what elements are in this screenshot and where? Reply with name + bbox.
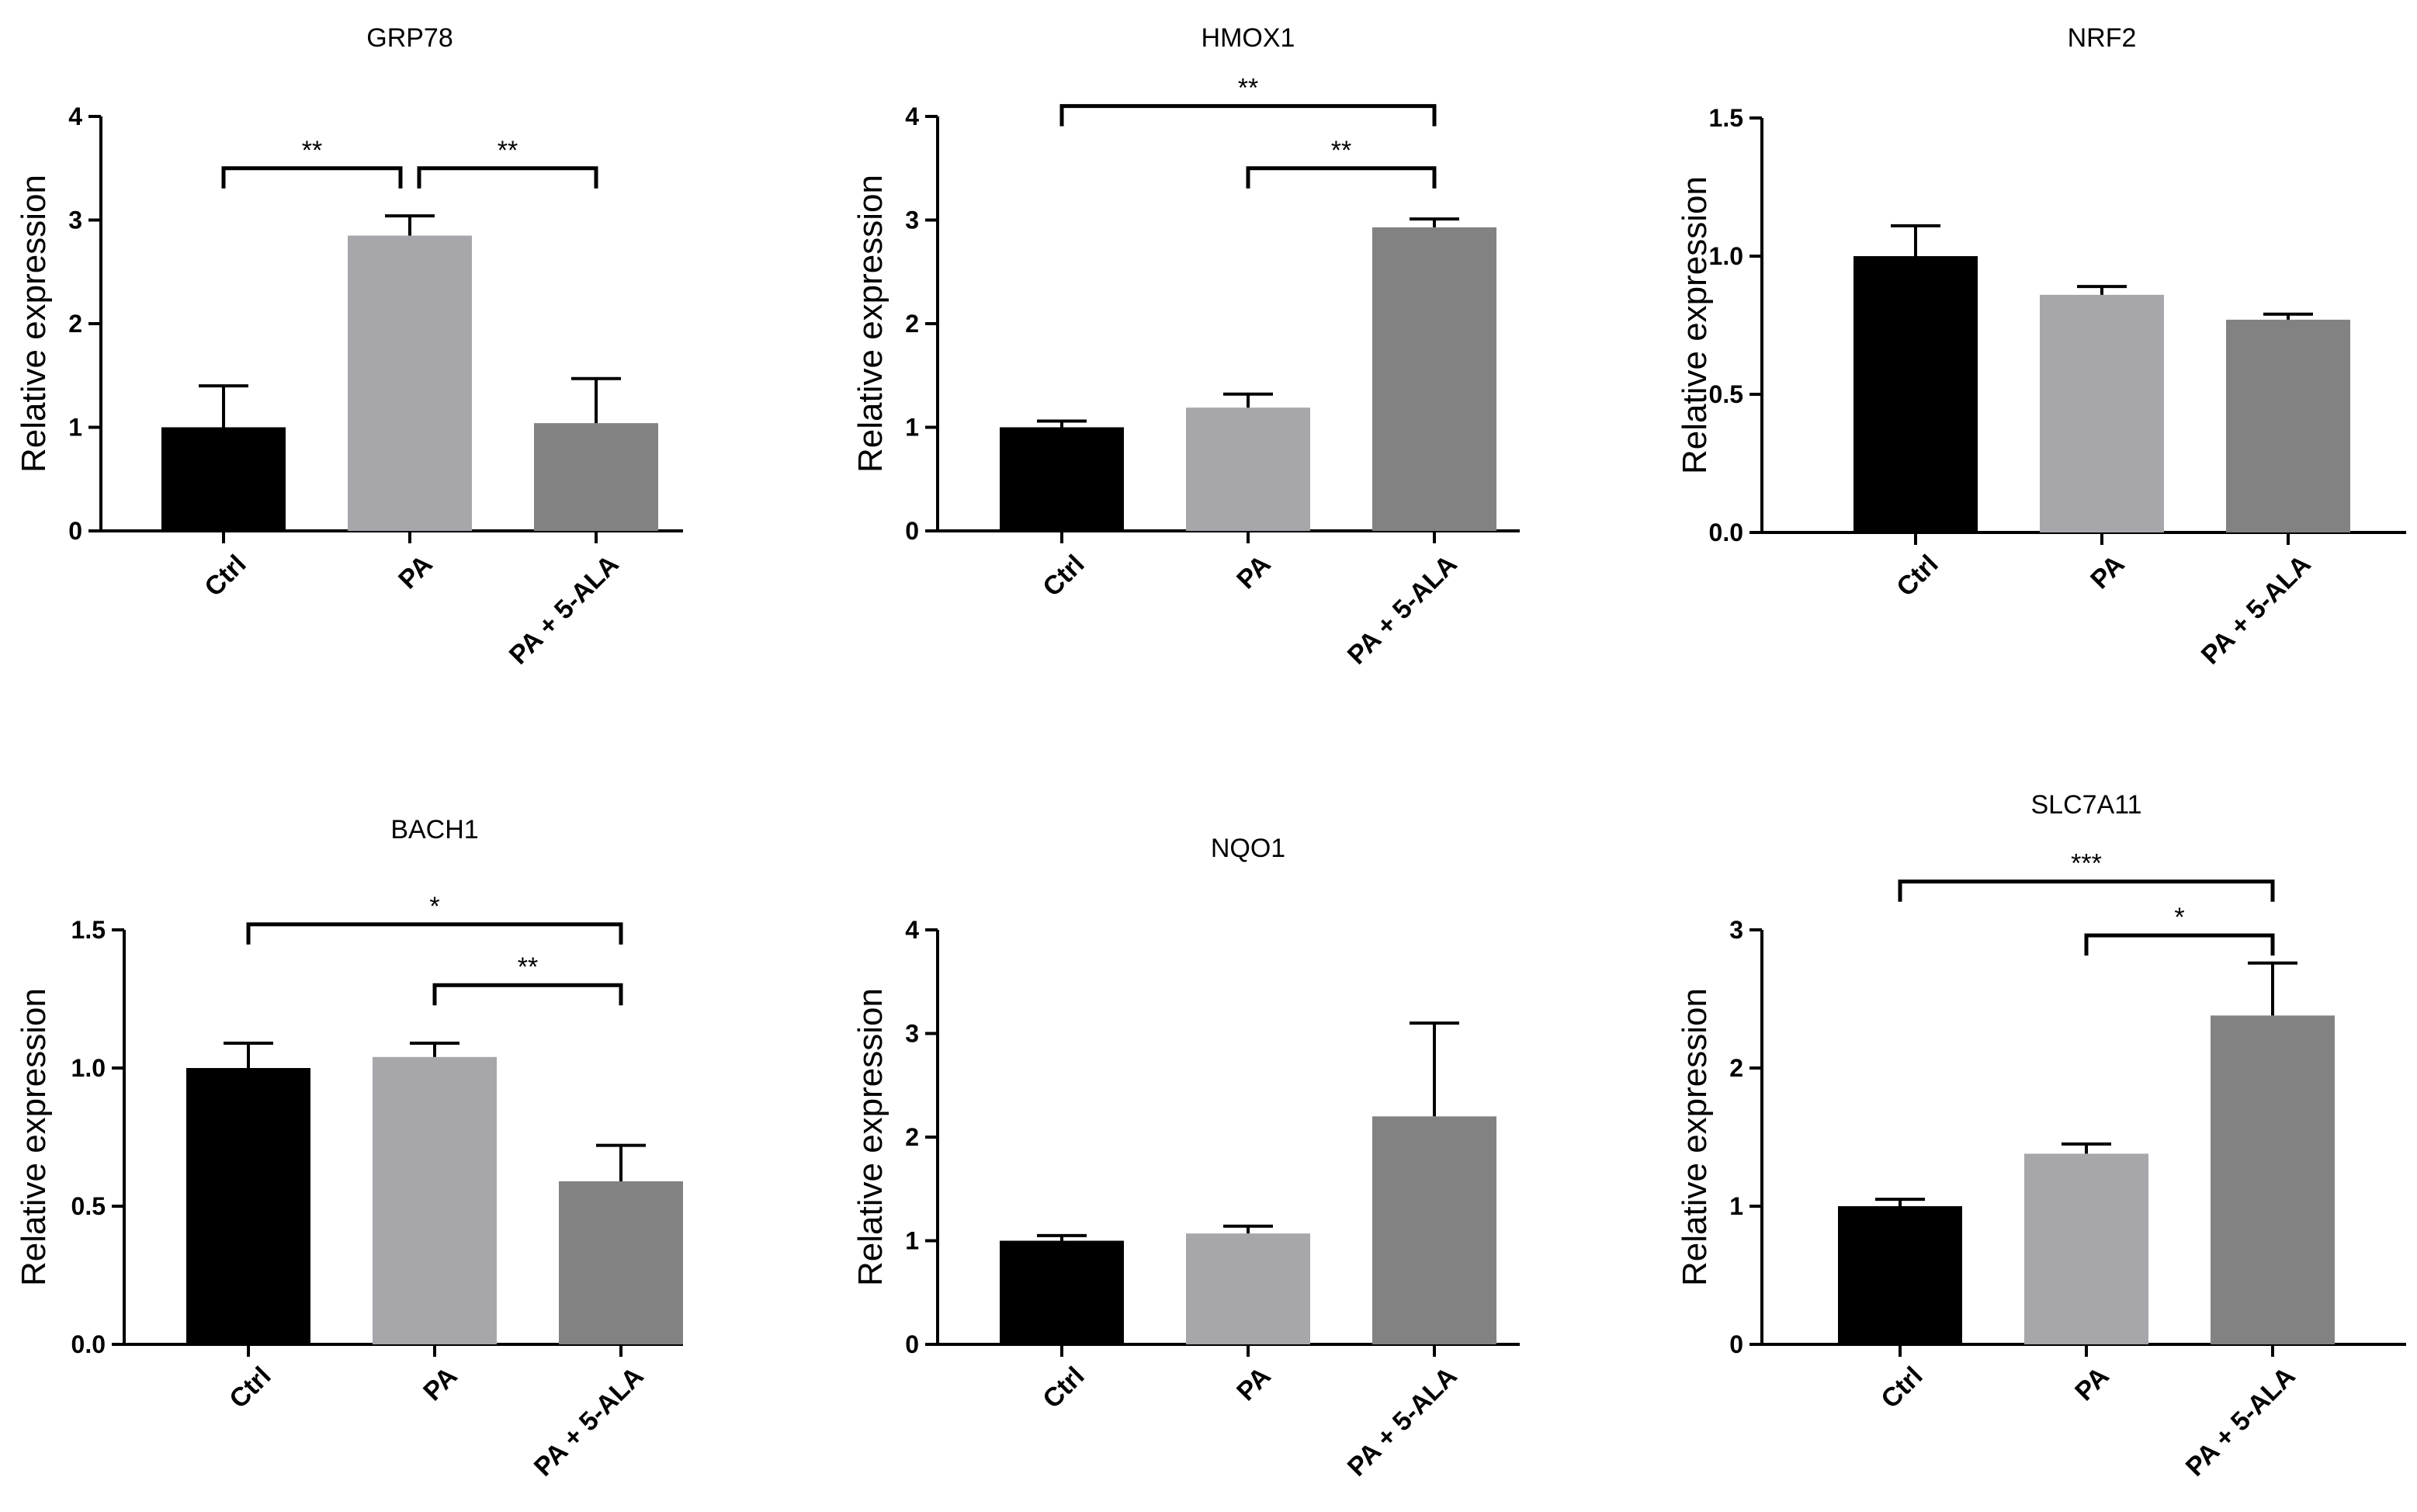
x-tick-label: PA xyxy=(418,1361,463,1406)
bar-ctrl xyxy=(186,1068,310,1344)
y-tick-label: 0 xyxy=(905,1330,919,1358)
y-tick-label: 0 xyxy=(68,517,82,545)
x-tick-label: PA xyxy=(2069,1361,2114,1406)
bar-pa xyxy=(373,1056,497,1344)
y-tick-label: 1 xyxy=(1729,1192,1743,1220)
y-tick-label: 1 xyxy=(905,1227,919,1255)
x-tick-label: PA xyxy=(2085,550,2130,595)
bar-pa xyxy=(1186,407,1310,531)
bar-pa-5-ala xyxy=(534,423,658,531)
significance-bracket xyxy=(417,166,598,189)
y-axis-label: Relative expression xyxy=(1676,176,1714,474)
bar-ctrl xyxy=(161,427,286,531)
y-tick-label: 1 xyxy=(905,414,919,442)
significance-label: * xyxy=(429,892,439,921)
chart-title: NRF2 xyxy=(2068,23,2137,53)
bar-pa xyxy=(348,235,472,531)
bar-pa-5-ala xyxy=(559,1181,683,1344)
y-tick-label: 0.0 xyxy=(1709,518,1743,546)
x-tick-label: PA xyxy=(393,550,438,595)
significance-label: ** xyxy=(1331,136,1351,165)
y-axis-label: Relative expression xyxy=(851,175,889,473)
significance-bracket xyxy=(2084,933,2275,956)
y-axis-label: Relative expression xyxy=(1676,988,1714,1286)
bar-pa-5-ala xyxy=(2226,319,2350,532)
bar-ctrl xyxy=(1853,256,1978,532)
y-axis-label: Relative expression xyxy=(851,988,889,1286)
significance-label: *** xyxy=(2071,849,2102,879)
y-tick-label: 2 xyxy=(905,1123,919,1151)
significance-label: ** xyxy=(498,136,518,165)
y-tick-label: 1.0 xyxy=(71,1054,106,1082)
y-tick-label: 1.5 xyxy=(71,916,106,944)
chart-title: NQO1 xyxy=(1211,834,1285,863)
x-tick-label: PA + 5-ALA xyxy=(1342,550,1463,671)
y-tick-label: 3 xyxy=(1729,916,1743,944)
chart-title: HMOX1 xyxy=(1202,23,1295,53)
y-tick-label: 0.0 xyxy=(71,1330,106,1358)
y-tick-label: 0 xyxy=(1729,1330,1743,1358)
x-tick-label: PA + 5-ALA xyxy=(2180,1361,2301,1483)
x-tick-label: Ctrl xyxy=(199,550,251,602)
x-tick-label: PA + 5-ALA xyxy=(1342,1361,1463,1483)
y-tick-label: 0 xyxy=(905,517,919,545)
significance-bracket xyxy=(221,166,403,189)
significance-label: ** xyxy=(518,952,538,982)
y-tick-label: 2 xyxy=(1729,1054,1743,1082)
bar-ctrl xyxy=(1838,1206,1962,1344)
y-tick-label: 4 xyxy=(905,916,919,944)
y-tick-label: 1.0 xyxy=(1709,242,1743,270)
x-tick-label: PA + 5-ALA xyxy=(529,1361,650,1483)
significance-label: ** xyxy=(302,136,322,165)
x-tick-label: PA + 5-ALA xyxy=(504,550,625,671)
x-tick-label: PA + 5-ALA xyxy=(2196,550,2317,671)
bar-pa-5-ala xyxy=(1372,1116,1496,1344)
x-tick-label: Ctrl xyxy=(1037,1361,1090,1414)
significance-label: * xyxy=(2174,903,2184,932)
x-tick-label: Ctrl xyxy=(1875,1361,1928,1414)
y-tick-label: 3 xyxy=(68,206,82,234)
y-axis-label: Relative expression xyxy=(15,175,53,473)
y-tick-label: 1.5 xyxy=(1709,104,1743,132)
bar-pa xyxy=(2024,1153,2148,1344)
significance-label: ** xyxy=(1238,74,1258,103)
y-tick-label: 2 xyxy=(905,310,919,338)
bar-pa xyxy=(2040,294,2164,532)
y-tick-label: 0.5 xyxy=(1709,380,1743,408)
bar-pa-5-ala xyxy=(1372,227,1496,531)
x-tick-label: Ctrl xyxy=(224,1361,276,1414)
y-tick-label: 3 xyxy=(905,1020,919,1048)
chart-title: GRP78 xyxy=(366,23,453,53)
x-tick-label: Ctrl xyxy=(1891,550,1944,602)
y-tick-label: 4 xyxy=(68,102,82,130)
chart-title: SLC7A11 xyxy=(2030,790,2141,820)
significance-bracket xyxy=(1246,166,1437,189)
x-tick-label: PA xyxy=(1231,1361,1276,1406)
significance-bracket xyxy=(1059,104,1437,127)
x-tick-label: PA xyxy=(1231,550,1276,595)
significance-bracket xyxy=(246,922,623,945)
significance-bracket xyxy=(1898,879,2275,902)
bar-ctrl xyxy=(1000,427,1124,531)
y-tick-label: 4 xyxy=(905,102,919,130)
y-tick-label: 0.5 xyxy=(71,1192,106,1220)
y-tick-label: 2 xyxy=(68,310,82,338)
bar-pa xyxy=(1186,1233,1310,1344)
significance-bracket xyxy=(432,983,623,1006)
y-tick-label: 1 xyxy=(68,414,82,442)
chart-title: BACH1 xyxy=(390,815,478,844)
y-tick-label: 3 xyxy=(905,206,919,234)
bar-ctrl xyxy=(1000,1240,1124,1344)
bar-pa-5-ala xyxy=(2211,1015,2335,1344)
x-tick-label: Ctrl xyxy=(1037,550,1090,602)
y-axis-label: Relative expression xyxy=(15,988,53,1286)
